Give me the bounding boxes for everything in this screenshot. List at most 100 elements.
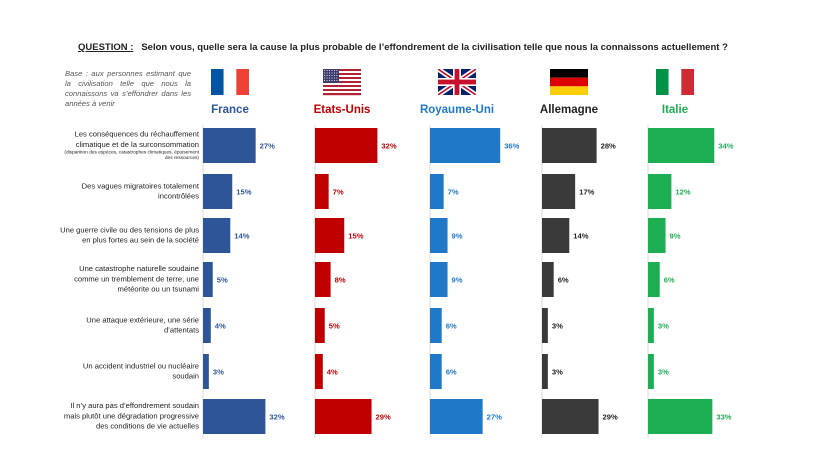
- bar: [648, 354, 654, 389]
- value-label: 14%: [234, 231, 249, 240]
- value-label: 8%: [335, 275, 346, 284]
- bar: [542, 174, 576, 209]
- series-usa: Etats-Unis 32% 7% 15% 8% 5% 4% 29%: [314, 69, 397, 438]
- category-label: Un accident industriel ou nucléaire souda…: [83, 361, 199, 380]
- category-note-line: (disparition des espèces, catastrophes c…: [64, 150, 199, 156]
- category-label-line: en plus fortes au sein de la société: [82, 236, 199, 245]
- category-label-line: météorite ou un tsunami: [118, 285, 200, 294]
- country-name: Etats-Unis: [314, 104, 371, 116]
- value-label: 12%: [675, 187, 690, 196]
- bar: [648, 128, 715, 163]
- value-label: 28%: [601, 141, 616, 150]
- value-label: 3%: [552, 321, 563, 330]
- value-label: 7%: [333, 187, 344, 196]
- bar: [203, 308, 211, 343]
- base-note: Base : aux personnes estimant que la civ…: [65, 69, 191, 108]
- bar: [203, 262, 213, 297]
- bar: [203, 354, 209, 389]
- value-label: 27%: [260, 141, 275, 150]
- bar: [648, 399, 713, 434]
- value-label: 15%: [348, 231, 363, 240]
- bar: [430, 354, 442, 389]
- category-label-line: incontrôlées: [158, 192, 199, 201]
- value-label: 5%: [217, 275, 228, 284]
- category-label-line: Les conséquences du réchauffement: [75, 130, 200, 139]
- bar: [430, 308, 442, 343]
- category-label-line: d’attentats: [164, 326, 199, 335]
- category-label: Des vagues migratoires totalement incontr…: [82, 181, 200, 200]
- bar: [648, 218, 666, 253]
- value-label: 34%: [718, 141, 733, 150]
- value-label: 7%: [448, 187, 459, 196]
- value-label: 3%: [213, 367, 224, 376]
- category-label-line: des conditions de vie actuelles: [96, 422, 199, 431]
- value-label: 9%: [452, 275, 463, 284]
- category-label-line: comme un tremblement de terre, une: [74, 274, 199, 283]
- question-label: QUESTION :: [78, 42, 134, 53]
- italy-flag-icon: [656, 69, 694, 95]
- value-label: 27%: [487, 412, 502, 421]
- category-label: Une attaque extérieure, une série d’atten…: [86, 315, 199, 334]
- value-label: 32%: [269, 412, 284, 421]
- country-name: France: [211, 104, 249, 116]
- category-label: Les conséquences du réchauffementclimati…: [64, 130, 200, 162]
- bar: [542, 399, 599, 434]
- series-uk: Royaume-Uni 36% 7% 9% 9% 6% 6% 27%: [420, 69, 520, 438]
- value-label: 14%: [573, 231, 588, 240]
- category-label: Une guerre civile ou des tensions de plu…: [60, 225, 199, 244]
- category-label-line: soudain: [172, 372, 199, 381]
- value-label: 4%: [215, 321, 226, 330]
- bar: [648, 308, 654, 343]
- value-label: 4%: [327, 367, 338, 376]
- bar: [203, 174, 233, 209]
- category-label: Une catastrophe naturelle soudainecomme …: [74, 264, 199, 293]
- value-label: 17%: [579, 187, 594, 196]
- bar: [430, 399, 483, 434]
- value-label: 5%: [329, 321, 340, 330]
- value-label: 15%: [236, 187, 251, 196]
- value-label: 3%: [658, 321, 669, 330]
- value-label: 9%: [452, 231, 463, 240]
- value-label: 32%: [381, 141, 396, 150]
- bar: [430, 262, 448, 297]
- value-label: 6%: [446, 367, 457, 376]
- value-label: 6%: [664, 275, 675, 284]
- value-label: 6%: [558, 275, 569, 284]
- bar: [315, 128, 378, 163]
- bar: [203, 399, 266, 434]
- bar: [315, 262, 331, 297]
- bar: [315, 218, 345, 253]
- bar: [203, 218, 231, 253]
- category-label: Il n’y aura pas d’effondrement soudainma…: [64, 401, 199, 430]
- france-flag-icon: [211, 69, 249, 95]
- series-france: France 27% 15% 14% 5% 4% 3% 32%: [202, 69, 285, 438]
- usa-flag-icon: [323, 69, 361, 96]
- category-label-line: mais plutôt une dégradation progressive: [64, 411, 199, 420]
- germany-flag-icon: [550, 69, 588, 95]
- series-germany: Allemagne 28% 17% 14% 6% 3% 3% 29%: [540, 69, 618, 438]
- bar: [203, 128, 256, 163]
- value-label: 29%: [603, 412, 618, 421]
- bar: [542, 354, 548, 389]
- category-label-line: climatique et de la surconsommation: [76, 140, 199, 149]
- bar: [542, 128, 597, 163]
- category-label-line: Il n’y aura pas d’effondrement soudain: [70, 401, 199, 410]
- bar: [430, 218, 448, 253]
- country-name: Allemagne: [540, 104, 598, 116]
- category-label-line: Une catastrophe naturelle soudaine: [79, 264, 199, 273]
- value-label: 3%: [552, 367, 563, 376]
- category-label-line: Une attaque extérieure, une série: [86, 315, 199, 324]
- value-label: 3%: [658, 367, 669, 376]
- category-label-line: Un accident industriel ou nucléaire: [83, 361, 199, 370]
- bar: [542, 218, 570, 253]
- uk-flag-icon: [438, 69, 476, 95]
- value-label: 9%: [670, 231, 681, 240]
- bar: [315, 308, 325, 343]
- bar: [542, 262, 554, 297]
- bar: [430, 128, 501, 163]
- category-note-line: des ressources): [165, 155, 200, 161]
- value-label: 33%: [716, 412, 731, 421]
- value-label: 29%: [376, 412, 391, 421]
- value-label: 36%: [504, 141, 519, 150]
